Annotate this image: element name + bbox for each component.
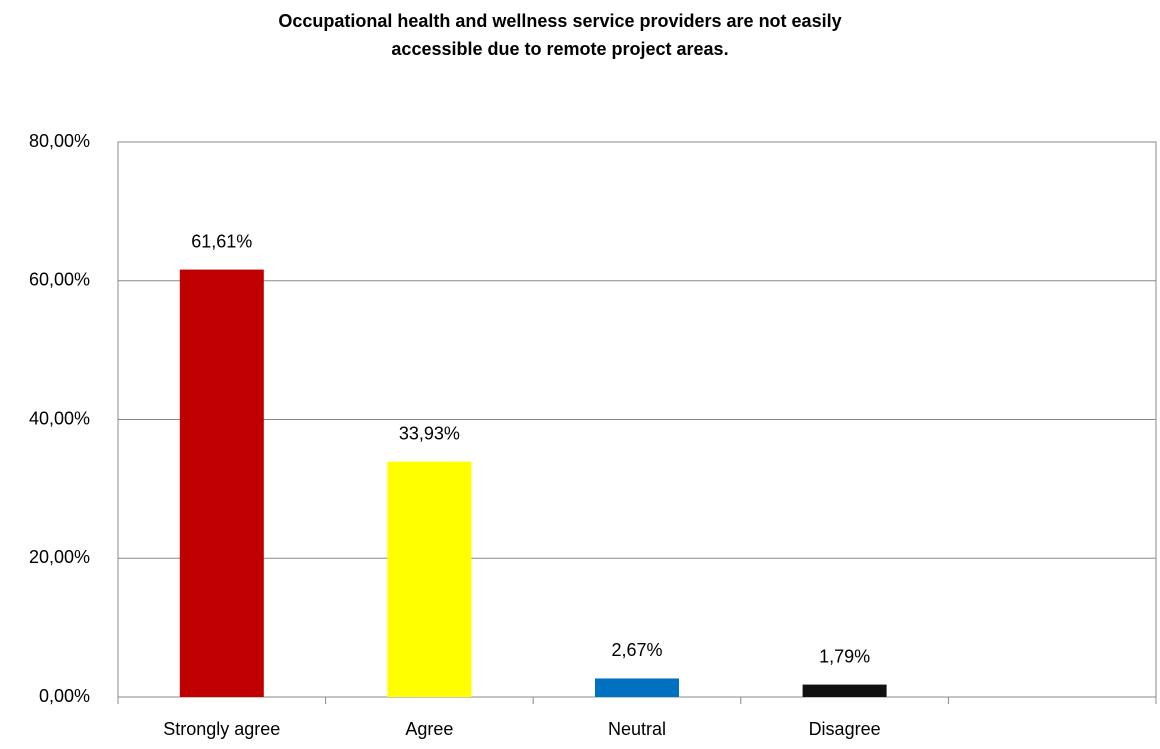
x-tick-label: Agree <box>405 719 453 739</box>
y-tick-label: 20,00% <box>29 547 90 567</box>
bar <box>802 684 887 697</box>
value-label: 1,79% <box>819 646 870 666</box>
y-tick-label: 80,00% <box>29 131 90 151</box>
x-tick-label: Neutral <box>608 719 666 739</box>
x-tick-label: Disagree <box>809 719 881 739</box>
chart-title: accessible due to remote project areas. <box>391 39 728 59</box>
bar <box>179 269 264 697</box>
y-tick-label: 60,00% <box>29 270 90 290</box>
chart-title: Occupational health and wellness service… <box>278 11 841 31</box>
y-tick-label: 0,00% <box>39 686 90 706</box>
value-label: 33,93% <box>399 423 460 443</box>
value-label: 2,67% <box>611 640 662 660</box>
value-label: 61,61% <box>191 231 252 251</box>
bar <box>595 678 679 697</box>
bar <box>387 461 472 697</box>
x-tick-label: Strongly agree <box>163 719 280 739</box>
y-tick-label: 40,00% <box>29 408 90 428</box>
